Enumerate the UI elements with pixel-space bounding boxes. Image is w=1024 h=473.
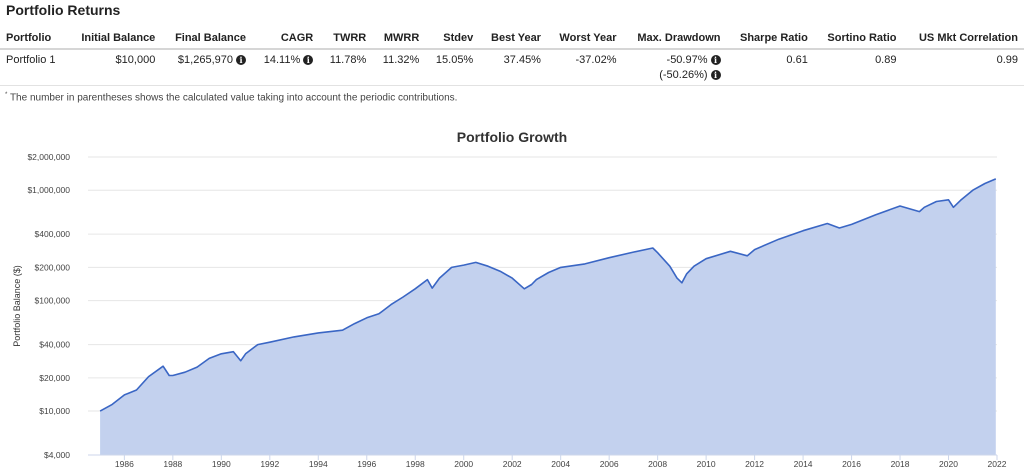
col-header-cagr[interactable]: CAGR: [251, 25, 320, 50]
cell-mwrr: 11.32%: [372, 49, 426, 86]
x-tick-label: 1994: [309, 459, 328, 469]
x-tick-label: 2020: [939, 459, 958, 469]
info-icon[interactable]: i: [303, 55, 314, 65]
max-drawdown-line: -50.97% i: [629, 54, 721, 66]
portfolio-growth-chart: $2,000,000 $1,000,000 $400,000 $200,000 $100…: [12, 152, 1007, 469]
x-tick-label: 2014: [794, 459, 813, 469]
series-line[interactable]: [99, 178, 997, 412]
x-tick-label: 1986: [115, 459, 134, 469]
x-tick-label: 2000: [454, 459, 473, 469]
x-tick-label: 2016: [842, 459, 861, 469]
x-axis: 1986 1988 1990 1992 1994 1996 1998 2000 2002 2004…: [88, 454, 1007, 469]
y-tick-label: $100,000: [35, 296, 71, 306]
x-tick-label: 2006: [600, 459, 619, 469]
cell-twrr: 11.78%: [319, 49, 373, 86]
col-header-best-year[interactable]: Best Year: [479, 25, 547, 50]
cell-portfolio: Portfolio 1: [0, 49, 68, 86]
cell-best-year: 37.45%: [479, 49, 547, 86]
footnote-marker: *: [5, 92, 8, 98]
section-title: Portfolio Returns: [6, 2, 121, 18]
y-tick-label: $4,000: [44, 450, 70, 460]
x-tick-label: 2004: [551, 459, 570, 469]
y-tick-label: $2,000,000: [27, 152, 70, 162]
cell-us-mkt-correlation: 0.99: [902, 49, 1024, 86]
max-drawdown-value: -50.97%: [666, 54, 708, 66]
y-tick-label: $200,000: [35, 262, 71, 272]
x-tick-label: 1998: [406, 459, 425, 469]
info-icon[interactable]: i: [710, 55, 721, 65]
y-axis: $2,000,000 $1,000,000 $400,000 $200,000 $100…: [27, 152, 70, 460]
col-header-us-mkt-correlation[interactable]: US Mkt Correlation: [902, 25, 1024, 50]
col-header-portfolio[interactable]: Portfolio: [0, 25, 68, 50]
max-drawdown-contrib-value: (-50.26%): [659, 69, 708, 81]
col-header-mwrr[interactable]: MWRR: [372, 25, 426, 50]
y-tick-label: $20,000: [39, 373, 70, 383]
col-header-worst-year[interactable]: Worst Year: [546, 25, 623, 50]
x-tick-label: 1992: [260, 459, 279, 469]
col-header-twrr[interactable]: TWRR: [319, 25, 373, 50]
cell-final-balance: $1,265,970 i: [161, 49, 252, 86]
cell-sharpe-ratio: 0.61: [726, 49, 814, 86]
y-tick-label: $10,000: [39, 406, 70, 416]
table-row: Portfolio 1 $10,000 $1,265,970 i 14.11% i …: [0, 49, 1024, 86]
cagr-value: 14.11%: [263, 54, 301, 66]
col-header-sharpe-ratio[interactable]: Sharpe Ratio: [726, 25, 814, 50]
chart-title: Portfolio Growth: [456, 129, 568, 145]
x-tick-label: 2010: [697, 459, 716, 469]
x-tick-label: 2008: [648, 459, 667, 469]
cell-stdev: 15.05%: [425, 49, 480, 86]
info-icon[interactable]: i: [710, 70, 721, 80]
x-tick-label: 1988: [163, 459, 182, 469]
x-tick-label: 2002: [503, 459, 522, 469]
col-header-final-balance[interactable]: Final Balance: [161, 25, 252, 50]
y-axis-title: Portfolio Balance ($): [12, 265, 22, 347]
cell-cagr: 14.11% i: [251, 49, 320, 86]
footnote-text: The number in parentheses shows the calc…: [9, 92, 458, 104]
y-tick-label: $40,000: [39, 340, 70, 350]
footnote: * The number in parentheses shows the ca…: [5, 92, 457, 103]
cell-initial-balance: $10,000: [67, 49, 162, 86]
cell-sortino-ratio: 0.89: [813, 49, 903, 86]
cell-worst-year: -37.02%: [546, 49, 623, 86]
col-header-max-drawdown[interactable]: Max. Drawdown: [622, 25, 727, 50]
x-tick-label: 1996: [357, 459, 376, 469]
col-header-stdev[interactable]: Stdev: [425, 25, 480, 50]
final-balance-value: $1,265,970: [177, 54, 233, 66]
max-drawdown-contrib-line: (-50.26%) i: [629, 69, 721, 81]
series-area: [100, 178, 996, 455]
x-tick-label: 2012: [745, 459, 764, 469]
col-header-initial-balance[interactable]: Initial Balance: [67, 25, 162, 50]
y-tick-label: $400,000: [35, 229, 71, 239]
table-header-row: Portfolio Initial Balance Final Balance …: [0, 25, 1024, 50]
cell-max-drawdown: -50.97% i (-50.26%) i: [622, 49, 727, 86]
x-tick-label: 2022: [988, 459, 1007, 469]
y-tick-label: $1,000,000: [27, 185, 70, 195]
x-tick-label: 2018: [891, 459, 910, 469]
info-icon[interactable]: i: [235, 55, 246, 65]
returns-table: Portfolio Initial Balance Final Balance …: [0, 25, 1024, 86]
x-tick-label: 1990: [212, 459, 231, 469]
series-layer: [99, 178, 997, 455]
col-header-sortino-ratio[interactable]: Sortino Ratio: [813, 25, 903, 50]
